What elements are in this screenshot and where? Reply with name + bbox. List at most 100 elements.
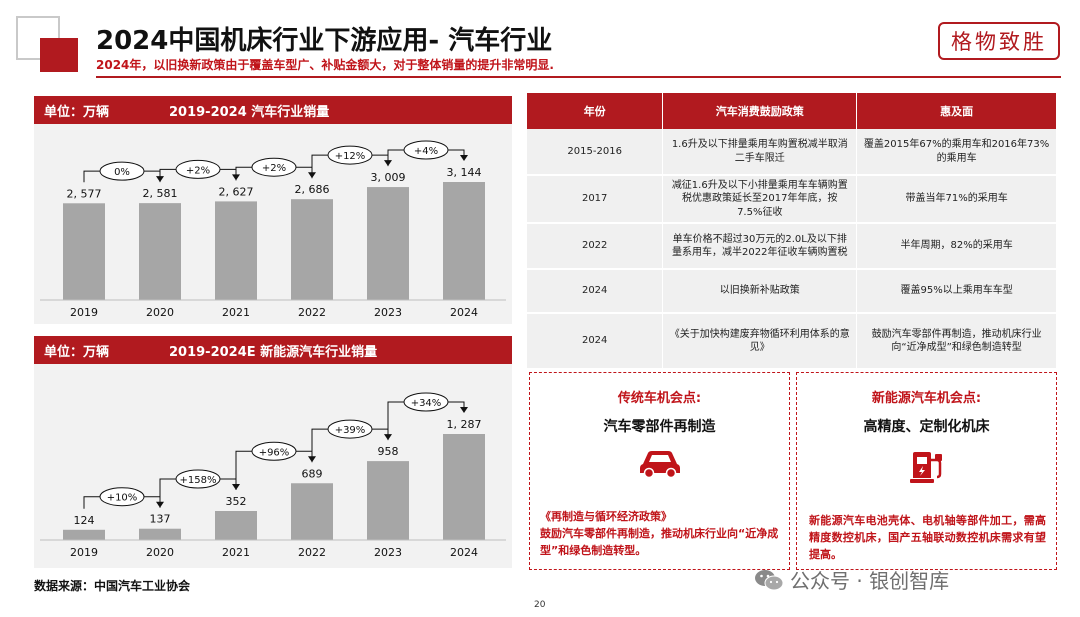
value-label: 3, 009 bbox=[371, 171, 406, 184]
category-label: 2022 bbox=[298, 306, 326, 319]
col-header-scope: 惠及面 bbox=[856, 93, 1057, 129]
cell-year: 2017 bbox=[527, 175, 664, 224]
growth-bubble bbox=[99, 161, 145, 181]
category-label: 2022 bbox=[298, 546, 326, 559]
growth-arrow bbox=[460, 155, 468, 161]
page-subtitle: 2024年，以旧换新政策由于覆盖车型广、补贴金额大，对于整体销量的提升非常明显. bbox=[96, 58, 554, 72]
growth-bubble bbox=[99, 487, 145, 507]
value-label: 689 bbox=[302, 467, 323, 480]
traditional-opportunity-text: 鼓励汽车零部件再制造，推动机床行业向“近净成型”和绿色制造转型。 bbox=[540, 527, 779, 558]
ev-charger-icon bbox=[797, 448, 1056, 492]
category-label: 2023 bbox=[374, 546, 402, 559]
new-energy-opportunity-subtitle: 高精度、定制化机床 bbox=[863, 419, 990, 435]
value-label: 2, 627 bbox=[219, 185, 254, 198]
category-label: 2024 bbox=[450, 306, 478, 319]
value-label: 958 bbox=[378, 445, 399, 458]
chart2-area: 124 2019 137 2020 352 2021 689 2022 958 2023 1, 28… bbox=[34, 364, 512, 568]
cell-scope: 鼓励汽车零部件再制造，推动机床行业向“近净成型”和绿色制造转型 bbox=[856, 313, 1057, 370]
chart1-area: 2, 577 2019 2, 581 2020 2, 627 2021 2, 686 2022… bbox=[34, 124, 512, 324]
bar-2023 bbox=[367, 187, 409, 300]
new-energy-opportunity-box: 新能源汽车机会点: 高精度、定制化机床 新能源汽车电池壳体、电机轴等部件加工，需… bbox=[796, 372, 1057, 570]
traditional-policy-doc: 《再制造与循环经济政策》 bbox=[540, 510, 672, 523]
chart1-title: 2019-2024 汽车行业销量 bbox=[169, 104, 330, 120]
bar-2021 bbox=[215, 201, 257, 300]
growth-bubble bbox=[251, 157, 297, 177]
watermark-text: 公众号 · 银创智库 bbox=[754, 565, 949, 597]
category-label: 2019 bbox=[70, 546, 98, 559]
chart2-unit: 单位：万辆 bbox=[44, 344, 110, 360]
value-label: 352 bbox=[226, 495, 247, 508]
value-label: 2, 581 bbox=[143, 187, 178, 200]
chart1-svg: 2, 577 2019 2, 581 2020 2, 627 2021 2, 686 2022… bbox=[40, 140, 506, 319]
table-row: 2024 《关于加快构建废弃物循环利用体系的意见》 鼓励汽车零部件再制造，推动机… bbox=[527, 313, 1057, 370]
cell-policy: 以旧换新补贴政策 bbox=[662, 269, 858, 314]
cell-scope: 覆盖2015年67%的乘用车和2016年73%的乘用车 bbox=[856, 129, 1057, 176]
bar-2023 bbox=[367, 461, 409, 540]
growth-label: +158% bbox=[180, 475, 217, 486]
cell-scope: 半年周期，82%的采用车 bbox=[856, 223, 1057, 270]
value-label: 137 bbox=[150, 513, 171, 526]
growth-arrow bbox=[460, 407, 468, 413]
growth-label: +96% bbox=[259, 447, 290, 458]
growth-label: 0% bbox=[114, 167, 130, 178]
traditional-opportunity-title: 传统车机会点: bbox=[617, 391, 702, 406]
bar-2022 bbox=[291, 483, 333, 540]
cell-scope: 覆盖95%以上乘用车车型 bbox=[856, 269, 1057, 314]
page-number: 20 bbox=[534, 600, 546, 610]
growth-bubble bbox=[175, 159, 221, 179]
value-label: 124 bbox=[74, 514, 95, 527]
table-row: 2017 减征1.6升及以下小排量乘用车车辆购置税优惠政策延长至2017年年底，… bbox=[527, 175, 1057, 224]
cell-policy: 单车价格不超过30万元的2.0L及以下排量系用车，减半2022年征收车辆购置税 bbox=[662, 223, 858, 270]
col-header-year: 年份 bbox=[527, 93, 664, 129]
chart1-header: 单位：万辆 2019-2024 汽车行业销量 bbox=[34, 96, 512, 124]
wechat-icon bbox=[754, 568, 784, 597]
logo-red-square bbox=[40, 38, 78, 72]
cell-policy: 1.6升及以下排量乘用车购置税减半取消二手车限迁 bbox=[662, 129, 858, 176]
watermark-label: 公众号 · 银创智库 bbox=[790, 569, 950, 593]
cell-year: 2015-2016 bbox=[527, 129, 664, 176]
bar-2020 bbox=[139, 528, 181, 540]
chart2-title: 2019-2024E 新能源汽车行业销量 bbox=[169, 344, 378, 360]
car-icon bbox=[530, 448, 789, 482]
new-energy-opportunity-title: 新能源汽车机会点: bbox=[871, 391, 982, 406]
growth-label: +2% bbox=[186, 165, 210, 176]
cell-policy: 《关于加快构建废弃物循环利用体系的意见》 bbox=[662, 313, 858, 370]
bar-2024 bbox=[443, 434, 485, 540]
header-divider bbox=[96, 76, 1061, 78]
category-label: 2020 bbox=[146, 306, 174, 319]
growth-bubble bbox=[327, 145, 373, 165]
value-label: 2, 577 bbox=[67, 187, 102, 200]
table-row: 2015-2016 1.6升及以下排量乘用车购置税减半取消二手车限迁 覆盖201… bbox=[527, 129, 1057, 176]
bar-2019 bbox=[63, 203, 105, 300]
category-label: 2023 bbox=[374, 306, 402, 319]
traditional-opportunity-box: 传统车机会点: 汽车零部件再制造 《再制造与循环经济政策》 鼓励汽车零部件再制造… bbox=[529, 372, 790, 570]
col-header-policy: 汽车消费鼓励政策 bbox=[662, 93, 858, 129]
growth-label: +39% bbox=[335, 425, 366, 436]
table-row: 2024 以旧换新补贴政策 覆盖95%以上乘用车车型 bbox=[527, 269, 1057, 314]
cell-policy: 减征1.6升及以下小排量乘用车车辆购置税优惠政策延长至2017年年底，按7.5%… bbox=[662, 175, 858, 224]
bar-2021 bbox=[215, 511, 257, 540]
new-energy-opportunity-text: 新能源汽车电池壳体、电机轴等部件加工，需高精度数控机床，国产五轴联动数控机床需求… bbox=[809, 514, 1046, 562]
growth-bubble bbox=[251, 441, 297, 461]
chart1-unit: 单位：万辆 bbox=[44, 104, 110, 120]
growth-label: +10% bbox=[107, 493, 138, 504]
chart2-header: 单位：万辆 2019-2024E 新能源汽车行业销量 bbox=[34, 336, 512, 364]
value-label: 2, 686 bbox=[295, 183, 330, 196]
category-label: 2021 bbox=[222, 546, 250, 559]
growth-bubble bbox=[403, 392, 449, 412]
traditional-opportunity-subtitle: 汽车零部件再制造 bbox=[603, 419, 716, 435]
bar-2024 bbox=[443, 182, 485, 300]
page-title: 2024中国机床行业下游应用- 汽车行业 bbox=[96, 26, 553, 56]
growth-bubble bbox=[327, 419, 373, 439]
table-row: 2022 单车价格不超过30万元的2.0L及以下排量系用车，减半2022年征收车… bbox=[527, 223, 1057, 270]
value-label: 3, 144 bbox=[447, 166, 482, 179]
growth-label: +34% bbox=[411, 398, 442, 409]
bar-2019 bbox=[63, 529, 105, 540]
category-label: 2020 bbox=[146, 546, 174, 559]
growth-label: +12% bbox=[335, 151, 366, 162]
data-source: 数据来源：中国汽车工业协会 bbox=[34, 579, 191, 593]
cell-year: 2022 bbox=[527, 223, 664, 270]
cell-year: 2024 bbox=[527, 313, 664, 370]
bar-2022 bbox=[291, 199, 333, 300]
growth-bubble bbox=[175, 469, 221, 489]
